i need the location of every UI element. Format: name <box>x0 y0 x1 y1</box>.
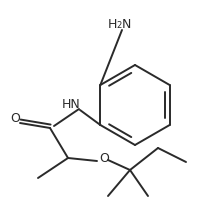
Text: O: O <box>99 152 109 164</box>
Text: 2: 2 <box>116 21 122 30</box>
Text: N: N <box>122 18 131 31</box>
Text: O: O <box>10 111 20 124</box>
Text: H: H <box>108 18 117 31</box>
Text: HN: HN <box>62 99 81 111</box>
